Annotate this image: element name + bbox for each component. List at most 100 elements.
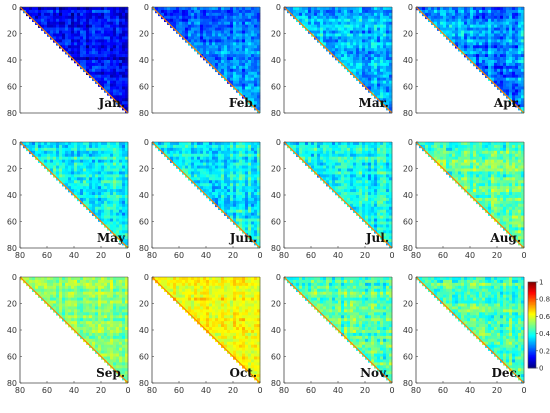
heatmap-cell xyxy=(107,224,111,228)
heatmap-cell xyxy=(365,15,369,20)
heatmap-cell xyxy=(107,159,111,163)
heatmap-cell xyxy=(389,236,393,240)
heatmap-cell xyxy=(470,144,474,149)
heatmap-cell xyxy=(77,36,81,40)
heatmap-cell xyxy=(494,18,498,23)
heatmap-cell xyxy=(464,36,468,40)
heatmap-cell xyxy=(452,9,456,14)
heatmap-cell xyxy=(41,7,45,11)
heatmap-cell xyxy=(170,12,174,17)
heatmap-cell xyxy=(176,144,180,149)
heatmap-cell xyxy=(47,150,51,155)
heatmap-cell xyxy=(62,168,66,172)
heatmap-cell xyxy=(230,68,234,73)
heatmap-cell xyxy=(452,144,456,149)
heatmap-cell xyxy=(239,51,243,55)
heatmap-cell xyxy=(95,18,99,23)
heatmap-cell xyxy=(83,18,87,23)
heatmap-cell xyxy=(224,57,228,61)
heatmap-cell xyxy=(125,30,129,34)
heatmap-cell xyxy=(245,186,249,190)
heatmap-cell xyxy=(455,7,459,11)
heatmap-cell xyxy=(350,51,354,55)
heatmap-cell xyxy=(356,62,360,67)
heatmap-cell xyxy=(389,24,393,28)
heatmap-cell xyxy=(221,147,225,152)
heatmap-cell xyxy=(521,42,525,46)
heatmap-cell xyxy=(65,177,69,181)
heatmap-cell xyxy=(38,18,42,23)
heatmap-cell xyxy=(218,192,222,196)
heatmap-cell xyxy=(104,177,108,181)
heatmap-cell xyxy=(356,9,360,14)
y-tick-label: 40 xyxy=(139,56,149,65)
heatmap-cell xyxy=(254,171,258,175)
heatmap-cell xyxy=(236,71,240,76)
heatmap-cell xyxy=(359,183,363,187)
heatmap-cell xyxy=(239,30,243,34)
heatmap-cell xyxy=(254,42,258,46)
heatmap-cell xyxy=(389,15,393,20)
heatmap-cell xyxy=(239,142,243,146)
heatmap-cell xyxy=(389,45,393,49)
heatmap-cell xyxy=(359,51,363,55)
heatmap-cell xyxy=(242,24,246,28)
heatmap-cell xyxy=(203,150,207,155)
heatmap-cell xyxy=(443,150,447,155)
heatmap-cell xyxy=(371,159,375,163)
heatmap-cell xyxy=(104,192,108,196)
heatmap-cell xyxy=(221,65,225,70)
heatmap-cell xyxy=(110,36,114,40)
heatmap-cell xyxy=(299,7,303,11)
heatmap-cell xyxy=(248,230,252,234)
heatmap-cell xyxy=(101,156,105,160)
heatmap-cell xyxy=(53,162,57,166)
heatmap-cell xyxy=(59,27,63,31)
heatmap-cell xyxy=(86,171,90,175)
heatmap-cell xyxy=(74,42,78,46)
heatmap-cell xyxy=(497,60,501,64)
heatmap-cell xyxy=(251,77,255,81)
heatmap-cell xyxy=(125,42,129,46)
heatmap-cell xyxy=(101,168,105,172)
heatmap-cell xyxy=(218,153,222,158)
heatmap-cell xyxy=(251,200,255,205)
heatmap-cell xyxy=(320,24,324,28)
heatmap-cell xyxy=(251,195,255,199)
heatmap-cell xyxy=(59,142,63,146)
heatmap-cell xyxy=(311,162,315,166)
heatmap-cell xyxy=(125,224,129,228)
heatmap-cell xyxy=(98,80,102,84)
heatmap-cell xyxy=(386,68,390,73)
heatmap-cell xyxy=(104,156,108,160)
heatmap-cell xyxy=(365,156,369,160)
heatmap-cell xyxy=(434,12,438,17)
heatmap-cell xyxy=(380,36,384,40)
heatmap-cell xyxy=(461,39,465,43)
heatmap-cell xyxy=(236,54,240,58)
heatmap-cell xyxy=(377,42,381,46)
heatmap-cell xyxy=(350,162,354,166)
month-label: Jul. xyxy=(365,231,389,245)
heatmap-cell xyxy=(92,27,96,31)
heatmap-cell xyxy=(503,12,507,17)
heatmap-cell xyxy=(182,9,186,14)
heatmap-cell xyxy=(119,33,123,37)
heatmap-cell xyxy=(95,212,99,216)
heatmap-cell xyxy=(257,9,261,14)
heatmap-cell xyxy=(485,65,489,70)
heatmap-cell xyxy=(125,156,129,160)
heatmap-cell xyxy=(245,156,249,160)
heatmap-cell xyxy=(245,203,249,208)
heatmap-cell xyxy=(356,177,360,181)
heatmap-cell xyxy=(341,183,345,187)
y-tick-label: 40 xyxy=(403,56,413,65)
heatmap-cell xyxy=(110,30,114,34)
heatmap-cell xyxy=(332,24,336,28)
heatmap-cell xyxy=(515,27,519,31)
heatmap-cell xyxy=(347,21,351,25)
heatmap-cell xyxy=(98,200,102,205)
heatmap-cell xyxy=(239,33,243,37)
heatmap-cell xyxy=(326,142,330,146)
heatmap-cell xyxy=(92,180,96,184)
